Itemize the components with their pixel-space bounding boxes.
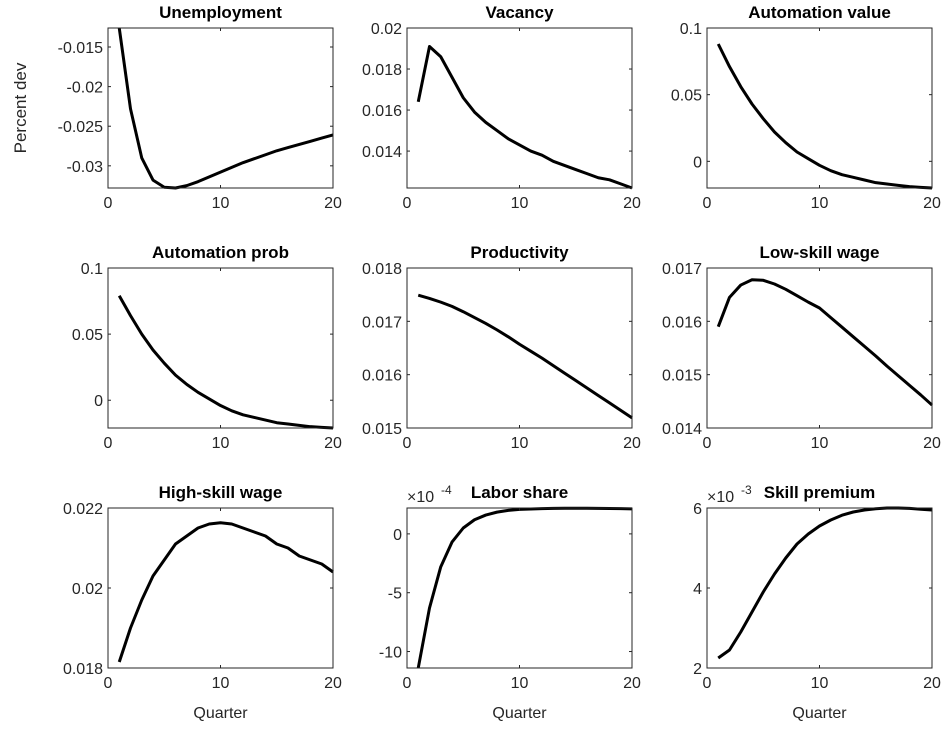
y-tick-label: 0.02 (72, 581, 103, 598)
x-tick-label: 20 (623, 675, 641, 692)
y-tick-label: 0.015 (662, 368, 702, 385)
x-tick-label: 10 (511, 675, 529, 692)
x-tick-label: 10 (811, 195, 829, 212)
y-tick-label: 0.018 (362, 62, 402, 79)
y-tick-label: 0.017 (362, 314, 402, 331)
x-tick-label: 10 (212, 435, 230, 452)
y-tick-label: -0.02 (67, 80, 104, 97)
y-tick-label: 0.022 (63, 501, 103, 518)
axes-title: Unemployment (159, 3, 282, 22)
line (716, 278, 934, 407)
y-tick-label: -5 (388, 586, 402, 603)
plot-area (117, 295, 334, 430)
x-tick-label: 10 (212, 675, 230, 692)
y-tick-label: 0.05 (671, 88, 702, 105)
y-tick-label: 0.017 (662, 261, 702, 278)
x-axis-label: Quarter (492, 705, 547, 722)
axes-background (108, 508, 333, 668)
x-tick-label: 0 (703, 675, 712, 692)
y-multiplier-exponent: -3 (741, 483, 752, 497)
axes-background (407, 28, 632, 188)
y-tick-label: 0.016 (362, 368, 402, 385)
axes-title: Low-skill wage (760, 243, 880, 262)
line (417, 293, 633, 420)
axes-title: High-skill wage (159, 483, 283, 502)
y-tick-label: 0.016 (362, 103, 402, 120)
x-tick-label: 20 (623, 195, 641, 212)
y-tick-label: 0.05 (72, 327, 103, 344)
line (117, 521, 334, 663)
y-multiplier-exponent: -4 (441, 483, 452, 497)
plot-area (716, 278, 934, 407)
axes-background (407, 508, 632, 668)
x-tick-label: 10 (511, 195, 529, 212)
y-tick-label: 0.016 (662, 314, 702, 331)
y-tick-label: 0 (393, 527, 402, 544)
x-tick-label: 10 (212, 195, 230, 212)
x-tick-label: 0 (104, 435, 113, 452)
line (416, 44, 633, 190)
y-tick-label: -0.025 (58, 119, 103, 136)
plot-area (416, 44, 633, 190)
line (716, 43, 933, 190)
y-tick-label: 0.1 (81, 261, 103, 278)
x-tick-label: 20 (623, 435, 641, 452)
y-tick-label: 0.018 (362, 261, 402, 278)
y-tick-label: 0 (94, 393, 103, 410)
axes-background (707, 268, 932, 428)
x-tick-label: 20 (923, 675, 941, 692)
plot-area (117, 27, 334, 190)
x-tick-label: 10 (511, 435, 529, 452)
x-tick-label: 0 (104, 675, 113, 692)
axes-background (707, 28, 932, 188)
y-tick-label: 0.018 (63, 661, 103, 678)
plot-area (716, 43, 933, 190)
x-axis-label: Quarter (193, 705, 248, 722)
axes-title: Automation value (748, 3, 891, 22)
y-tick-label: 0.1 (680, 21, 702, 38)
x-tick-label: 0 (403, 675, 412, 692)
line (117, 295, 334, 430)
x-tick-label: 0 (703, 195, 712, 212)
axes-title: Vacancy (485, 3, 554, 22)
y-tick-label: -0.03 (67, 159, 104, 176)
x-tick-label: 10 (811, 435, 829, 452)
y-tick-label: -0.015 (58, 40, 103, 57)
axes-background (407, 268, 632, 428)
x-tick-label: 0 (403, 435, 412, 452)
axes-background (108, 268, 333, 428)
x-tick-label: 10 (811, 675, 829, 692)
x-tick-label: 20 (923, 435, 941, 452)
x-axis-label: Quarter (792, 705, 847, 722)
axes-title: Productivity (470, 243, 569, 262)
y-multiplier-base: ×10 (407, 489, 434, 506)
y-axis-label: Percent dev (11, 62, 30, 153)
x-tick-label: 0 (104, 195, 113, 212)
x-tick-label: 0 (703, 435, 712, 452)
line (117, 27, 334, 190)
y-tick-label: 6 (693, 501, 702, 518)
x-tick-label: 20 (324, 435, 342, 452)
plot-area (417, 293, 633, 420)
y-multiplier-base: ×10 (707, 489, 734, 506)
x-tick-label: 20 (324, 195, 342, 212)
y-tick-label: 2 (693, 661, 702, 678)
axes-background (108, 28, 333, 188)
y-tick-label: 0.02 (371, 21, 402, 38)
axes-title: Automation prob (152, 243, 289, 262)
y-tick-label: -10 (379, 645, 402, 662)
axes-background (707, 508, 932, 668)
x-tick-label: 0 (403, 195, 412, 212)
y-tick-label: 0.015 (362, 421, 402, 438)
y-tick-label: 0 (693, 154, 702, 171)
y-tick-label: 4 (693, 581, 702, 598)
x-tick-label: 20 (324, 675, 342, 692)
y-tick-label: 0.014 (662, 421, 702, 438)
axes-title: Skill premium (764, 483, 875, 502)
axes-title: Labor share (471, 483, 568, 502)
x-tick-label: 20 (923, 195, 941, 212)
plot-area (117, 521, 334, 663)
y-tick-label: 0.014 (362, 144, 402, 161)
